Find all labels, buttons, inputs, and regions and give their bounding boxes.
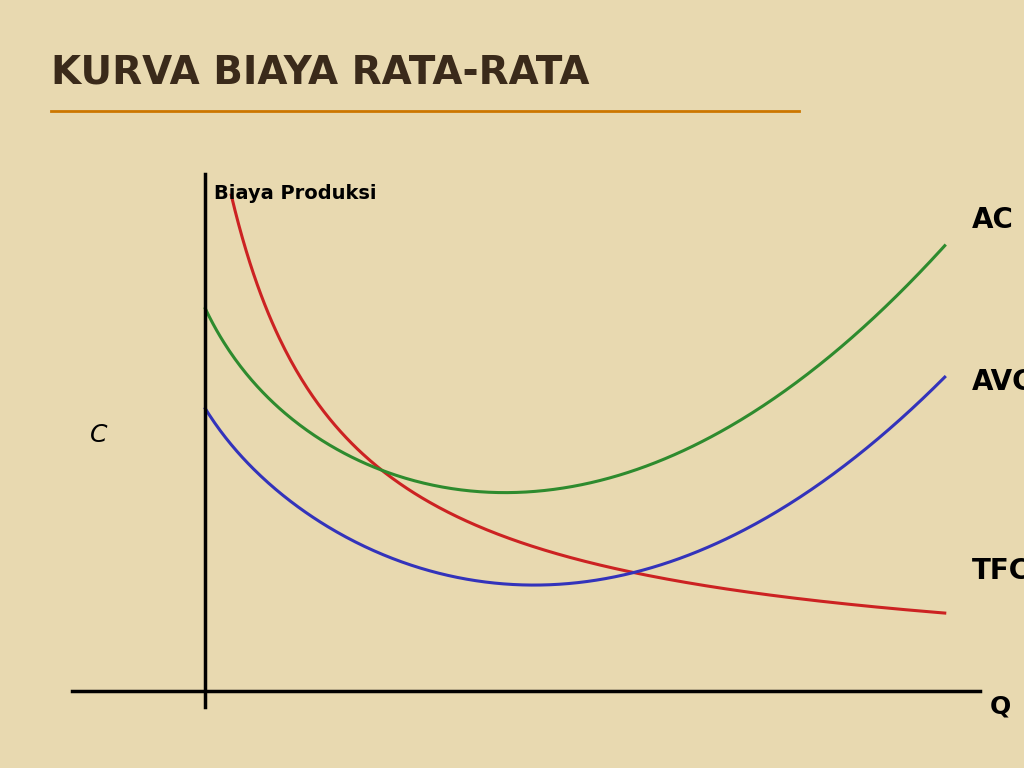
- Text: Q: Q: [989, 694, 1011, 719]
- Text: TFC: TFC: [972, 558, 1024, 585]
- Text: KURVA BIAYA RATA-RATA: KURVA BIAYA RATA-RATA: [51, 54, 590, 91]
- Text: Biaya Produksi: Biaya Produksi: [214, 184, 377, 204]
- Text: AC: AC: [972, 206, 1014, 233]
- Text: C: C: [90, 423, 108, 447]
- Text: AVC: AVC: [972, 369, 1024, 396]
